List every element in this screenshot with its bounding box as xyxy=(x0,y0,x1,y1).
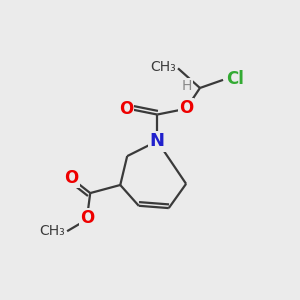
Text: CH₃: CH₃ xyxy=(39,224,65,238)
Text: O: O xyxy=(179,99,193,117)
Text: O: O xyxy=(119,100,133,118)
Text: CH₃: CH₃ xyxy=(150,60,176,74)
Text: H: H xyxy=(182,79,192,93)
Text: Cl: Cl xyxy=(226,70,244,88)
Text: N: N xyxy=(150,132,165,150)
Text: O: O xyxy=(64,169,79,187)
Text: O: O xyxy=(80,209,94,227)
